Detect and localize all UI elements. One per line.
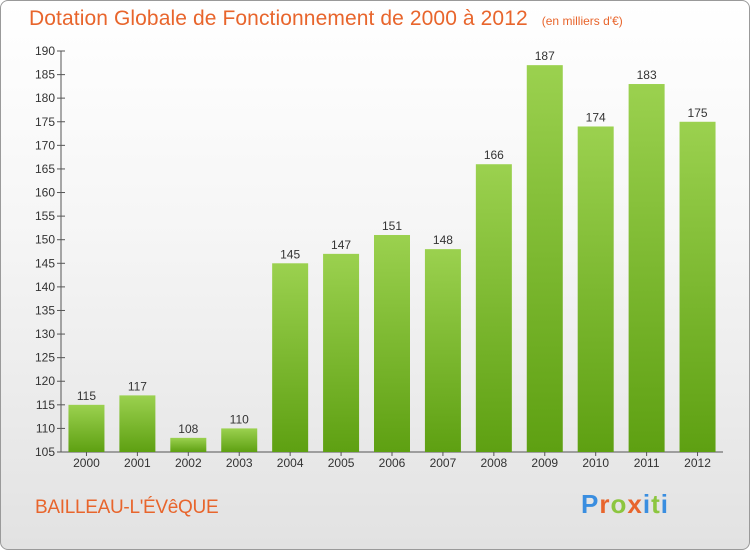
- title-row: Dotation Globale de Fonctionnement de 20…: [29, 7, 623, 37]
- bar-2011: [628, 84, 665, 452]
- bar-2006: [374, 234, 410, 452]
- bar-2007: [424, 249, 461, 452]
- x-tick-label: 2000: [73, 456, 100, 470]
- logo-letter: t: [651, 489, 661, 519]
- x-tick-label: 2007: [430, 456, 457, 470]
- logo-letter: o: [610, 489, 628, 519]
- x-tick-label: 2011: [634, 456, 660, 470]
- commune-name: BAILLEAU-L'ÉVêQUE: [35, 497, 219, 518]
- y-tick-label: 125: [35, 351, 55, 365]
- y-tick-label: 140: [35, 280, 55, 294]
- x-tick-label: 2004: [277, 456, 304, 470]
- x-tick-label: 2003: [226, 456, 253, 470]
- logo-letter: P: [581, 489, 600, 519]
- value-label: 175: [688, 106, 708, 120]
- x-tick-label: 2012: [684, 456, 711, 470]
- y-tick-label: 115: [36, 398, 55, 412]
- bars: [68, 65, 716, 453]
- value-label: 174: [586, 110, 606, 124]
- y-tick-label: 135: [35, 303, 55, 317]
- value-label: 110: [230, 412, 249, 426]
- x-axis: 2000 2001 2002 2003 2004 2005 2006 2007 2008 2009…: [61, 451, 723, 470]
- value-label: 151: [382, 219, 402, 233]
- y-tick-label: 110: [36, 421, 55, 435]
- x-tick-label: 2002: [175, 456, 202, 470]
- y-tick-label: 130: [35, 327, 55, 341]
- x-tick-label: 2006: [379, 456, 406, 470]
- value-label: 145: [280, 247, 300, 261]
- bar-2003: [221, 428, 258, 452]
- bar-2010: [577, 126, 614, 452]
- value-label: 115: [77, 389, 96, 403]
- value-labels: 115 117 108 110 145 147 151 148 166 187 174 183 175: [77, 49, 708, 436]
- y-tick-label: 105: [35, 445, 55, 459]
- bar-2008: [475, 164, 512, 453]
- y-tick-label: 145: [35, 256, 55, 270]
- bar-2002: [170, 437, 207, 452]
- logo-letter: i: [660, 489, 669, 519]
- y-tick-label: 165: [35, 162, 55, 176]
- value-label: 147: [331, 238, 351, 252]
- bar-2004: [272, 263, 309, 452]
- bar-2005: [323, 253, 360, 452]
- y-tick-label: 185: [35, 68, 55, 82]
- y-axis: 105 110 115 120 125 130 135 140 145 150 155 160 165 1…: [35, 44, 65, 459]
- y-tick-label: 150: [35, 233, 55, 247]
- value-label: 148: [433, 233, 453, 247]
- value-label: 183: [637, 68, 657, 82]
- logo-letter: x: [627, 489, 643, 519]
- x-tick-label: 2001: [124, 456, 151, 470]
- logo-letter: r: [599, 489, 611, 519]
- y-tick-label: 160: [35, 186, 55, 200]
- value-label: 108: [178, 422, 198, 436]
- value-label: 187: [535, 49, 555, 63]
- y-tick-label: 155: [35, 209, 55, 223]
- value-label: 166: [484, 148, 504, 162]
- x-tick-label: 2005: [328, 456, 355, 470]
- y-tick-label: 180: [35, 91, 55, 105]
- value-label: 117: [128, 379, 147, 393]
- x-tick-label: 2010: [582, 456, 609, 470]
- logo-letter: i: [642, 489, 652, 519]
- bar-2001: [119, 395, 156, 452]
- chart-subtitle: (en milliers d'€): [541, 14, 623, 28]
- x-tick-label: 2008: [480, 456, 507, 470]
- proxiti-logo[interactable]: Proxiti: [581, 489, 669, 520]
- bar-2000: [68, 404, 105, 452]
- x-tick-label: 2009: [531, 456, 558, 470]
- y-tick-label: 190: [35, 44, 55, 58]
- chart-title: Dotation Globale de Fonctionnement de 20…: [29, 7, 528, 30]
- y-tick-label: 120: [35, 374, 55, 388]
- bar-2009: [526, 65, 563, 452]
- y-tick-label: 175: [35, 115, 55, 129]
- y-tick-label: 170: [35, 138, 55, 152]
- bar-2012: [679, 121, 716, 452]
